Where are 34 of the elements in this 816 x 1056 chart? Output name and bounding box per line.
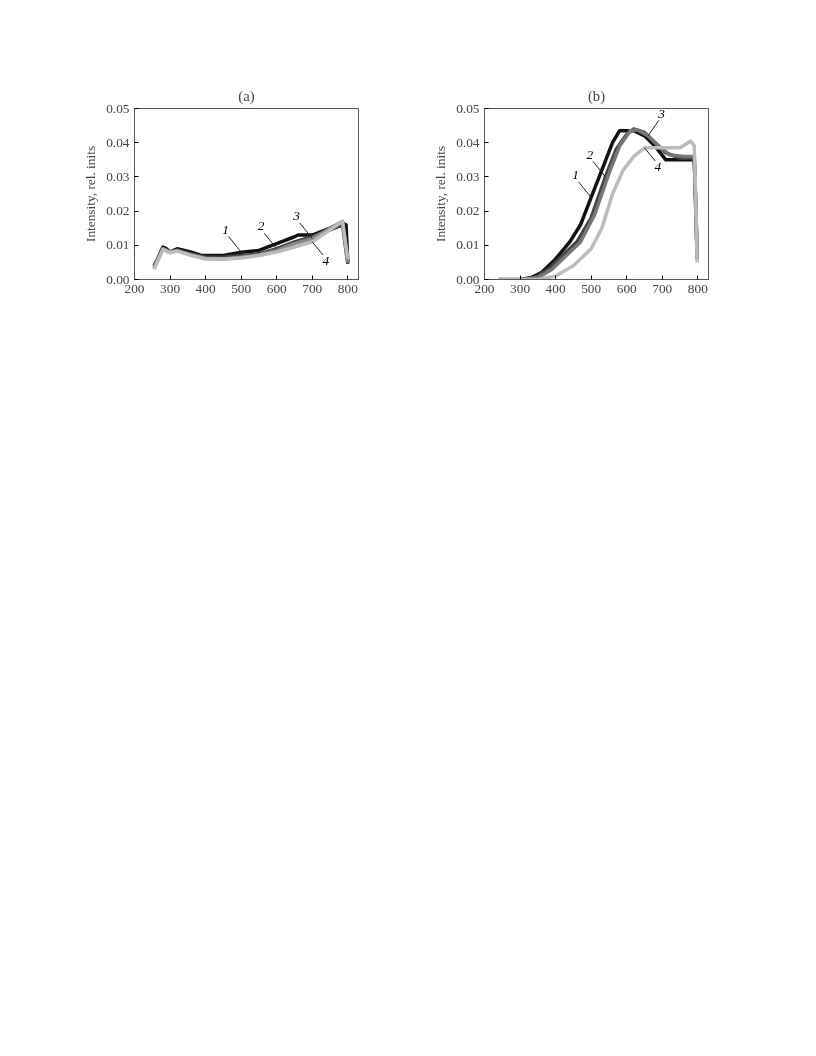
y-tick-label: 0.04 <box>106 134 130 150</box>
x-tick-label: 400 <box>195 280 216 296</box>
x-tick-label: 400 <box>545 280 566 296</box>
annotation: 1 <box>572 167 579 183</box>
annotation: 3 <box>657 105 666 121</box>
x-tick-label: 300 <box>510 280 531 296</box>
annotation: 4 <box>322 252 330 268</box>
x-tick-label: 600 <box>616 280 638 296</box>
y-tick-label: 0.05 <box>456 100 480 116</box>
x-tick-label: 700 <box>302 280 323 296</box>
x-tick-label: 700 <box>652 280 673 296</box>
y-tick-label: 0.02 <box>456 203 480 219</box>
chart-title: (b) <box>587 87 606 105</box>
y-tick-label: 0.04 <box>456 134 480 150</box>
x-tick-label: 500 <box>581 280 602 296</box>
x-tick-label: 500 <box>231 280 252 296</box>
y-tick-label: 0.05 <box>106 100 130 116</box>
x-tick-label: 300 <box>160 280 181 296</box>
annotation: 2 <box>586 146 594 162</box>
y-tick-label: 0.03 <box>456 168 480 184</box>
y-axis-title: Intensity, rel. inits <box>83 145 99 243</box>
x-tick-label: 800 <box>687 280 709 296</box>
y-axis-title: Intensity, rel. inits <box>433 145 449 243</box>
chart-title: (a) <box>238 87 255 105</box>
x-tick-label: 600 <box>266 280 288 296</box>
annotation: 3 <box>292 208 301 224</box>
y-tick-label: 0.01 <box>106 237 130 253</box>
y-tick-label: 0.01 <box>456 237 480 253</box>
annotation: 1 <box>222 221 229 237</box>
x-tick-label: 800 <box>337 280 359 296</box>
y-tick-label: 0.03 <box>106 168 130 184</box>
y-tick-label: 0.02 <box>106 203 130 219</box>
annotation: 2 <box>257 218 265 234</box>
annotation: 4 <box>654 158 662 174</box>
